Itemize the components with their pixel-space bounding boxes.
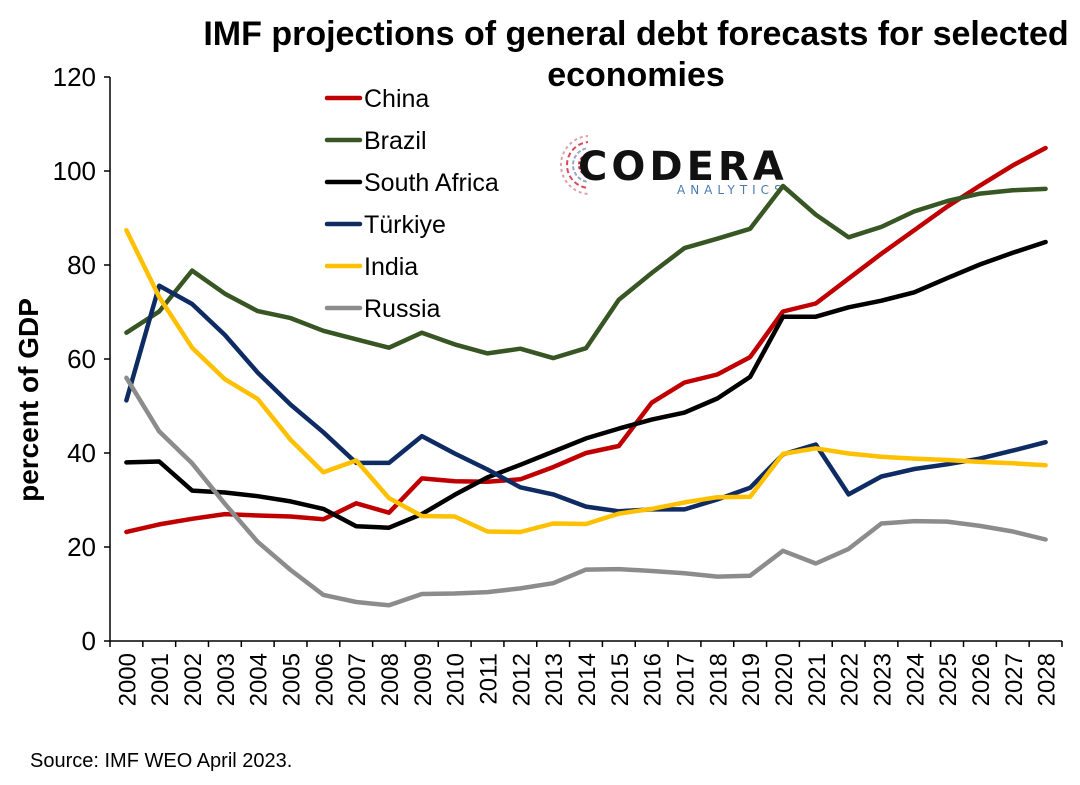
x-tick-label: 2006 bbox=[311, 653, 338, 706]
x-tick-label: 2028 bbox=[1034, 653, 1061, 706]
x-tick-label: 2023 bbox=[869, 653, 896, 706]
series-line-india bbox=[124, 227, 1048, 535]
y-axis-label: percent of GDP bbox=[13, 298, 44, 502]
x-tick-label: 2025 bbox=[935, 653, 962, 706]
x-tick-label: 2007 bbox=[344, 653, 371, 706]
series-lines bbox=[124, 145, 1048, 608]
y-tick-label: 80 bbox=[67, 250, 96, 280]
legend-label: India bbox=[364, 253, 418, 281]
x-tick-label: 2001 bbox=[147, 653, 174, 706]
series-line-brazil bbox=[124, 183, 1048, 361]
x-tick-label: 2008 bbox=[377, 653, 404, 706]
x-tick-label: 2026 bbox=[968, 653, 995, 706]
legend-label: South Africa bbox=[364, 169, 499, 197]
y-tick-label: 60 bbox=[67, 344, 96, 374]
x-tick-label: 2002 bbox=[180, 653, 207, 706]
y-tick-label: 0 bbox=[82, 626, 96, 656]
legend: China Brazil South Africa Türkiye India Russi… bbox=[324, 85, 499, 323]
x-tick-label: 2003 bbox=[213, 653, 240, 706]
x-tick-label: 2022 bbox=[837, 653, 864, 706]
x-tick-label: 2011 bbox=[476, 653, 503, 705]
x-tick-label: 2000 bbox=[114, 653, 141, 706]
x-tick-label: 2027 bbox=[1001, 653, 1028, 706]
y-tick-label: 120 bbox=[53, 62, 96, 92]
y-tick-label: 40 bbox=[67, 438, 96, 468]
y-tick-label: 100 bbox=[53, 156, 96, 186]
x-tick-label: 2005 bbox=[279, 653, 306, 706]
x-tick-label: 2016 bbox=[640, 653, 667, 706]
x-tick-label: 2004 bbox=[246, 653, 273, 706]
legend-label: China bbox=[364, 85, 429, 113]
x-tick-label: 2017 bbox=[672, 653, 699, 706]
series-line-china bbox=[124, 145, 1048, 535]
codera-logo: CODERA ANALYTICS bbox=[560, 133, 788, 197]
codera-logo-mark bbox=[560, 133, 626, 197]
x-tick-label: 2020 bbox=[771, 653, 798, 706]
logo-word: CODERA bbox=[578, 144, 788, 190]
chart-title-line-2: economies bbox=[547, 56, 725, 94]
x-tick-label: 2012 bbox=[508, 653, 535, 706]
x-tick-label: 2014 bbox=[574, 653, 601, 706]
legend-label: Türkiye bbox=[364, 211, 446, 239]
x-axis-ticks: 2000 2001 2002 2003 2004 2005 2006 2007 2008 2009… bbox=[109, 641, 1063, 706]
x-tick-label: 2024 bbox=[902, 653, 929, 706]
y-tick-label: 20 bbox=[67, 532, 96, 562]
x-tick-label: 2013 bbox=[541, 653, 568, 706]
x-tick-label: 2010 bbox=[443, 653, 470, 706]
chart-title-line-1: IMF projections of general debt forecast… bbox=[203, 15, 1068, 53]
legend-label: Brazil bbox=[364, 127, 427, 155]
series-line-russia bbox=[124, 375, 1048, 608]
logo-subword: ANALYTICS bbox=[677, 183, 787, 197]
y-axis-ticks: 0 20 40 60 80 100 120 bbox=[53, 62, 110, 656]
x-tick-label: 2021 bbox=[804, 653, 831, 706]
series-line-t-rkiye bbox=[124, 283, 1048, 514]
source-note: Source: IMF WEO April 2023. bbox=[30, 750, 292, 772]
x-tick-label: 2009 bbox=[410, 653, 437, 706]
legend-label: Russia bbox=[364, 295, 441, 323]
x-tick-label: 2019 bbox=[738, 653, 765, 706]
x-tick-label: 2018 bbox=[705, 653, 732, 706]
series-line-south-africa bbox=[124, 239, 1048, 530]
x-tick-label: 2015 bbox=[607, 653, 634, 706]
